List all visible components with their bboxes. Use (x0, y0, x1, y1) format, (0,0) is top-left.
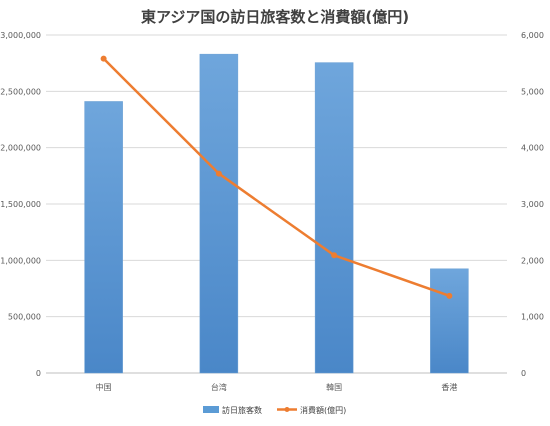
line-series (100, 55, 453, 299)
right-tick-label: 4,000 (521, 144, 544, 153)
bar-series (84, 53, 469, 374)
right-tick-label: 5,000 (521, 87, 544, 96)
right-tick-label: 0 (521, 369, 526, 378)
legend-label-line: 消費額(億円) (300, 405, 346, 415)
bar-2 (314, 62, 354, 374)
left-tick-label: 1,500,000 (0, 200, 41, 209)
chart-title: 東アジア国の訪日旅客数と消費額(億円) (140, 8, 410, 26)
right-axis-labels: 0 1,000 2,000 3,000 4,000 5,000 6,000 (521, 31, 544, 378)
legend: 訪日旅客数 消費額(億円) (203, 405, 346, 415)
bar-1 (199, 53, 239, 374)
right-tick-label: 1,000 (521, 313, 544, 322)
legend-label-bar: 訪日旅客数 (222, 405, 262, 415)
left-tick-label: 500,000 (8, 313, 41, 322)
x-axis-labels: 中国 台湾 韓国 香港 (96, 382, 458, 392)
line-point-0 (100, 55, 107, 62)
right-tick-label: 3,000 (521, 200, 544, 209)
bar-0 (84, 101, 123, 374)
legend-swatch-bar (203, 406, 219, 413)
x-tick-label: 香港 (441, 382, 457, 392)
left-tick-label: 2,000,000 (0, 144, 41, 153)
line-point-1 (215, 170, 222, 177)
bar-3 (430, 268, 469, 374)
line-path (102, 57, 450, 298)
legend-marker-line (284, 407, 290, 412)
right-tick-label: 2,000 (521, 256, 544, 265)
x-tick-label: 韓国 (326, 382, 342, 392)
right-tick-label: 6,000 (521, 31, 544, 40)
left-tick-label: 1,000,000 (0, 256, 41, 265)
left-tick-label: 2,500,000 (0, 87, 41, 96)
line-point-3 (446, 292, 453, 299)
left-tick-label: 3,000,000 (0, 31, 41, 40)
left-tick-label: 0 (36, 369, 41, 378)
x-tick-label: 台湾 (211, 382, 227, 392)
x-tick-label: 中国 (96, 382, 112, 392)
left-axis-labels: 0 500,000 1,000,000 1,500,000 2,000,000 2,500… (0, 31, 41, 378)
line-point-2 (331, 252, 338, 259)
